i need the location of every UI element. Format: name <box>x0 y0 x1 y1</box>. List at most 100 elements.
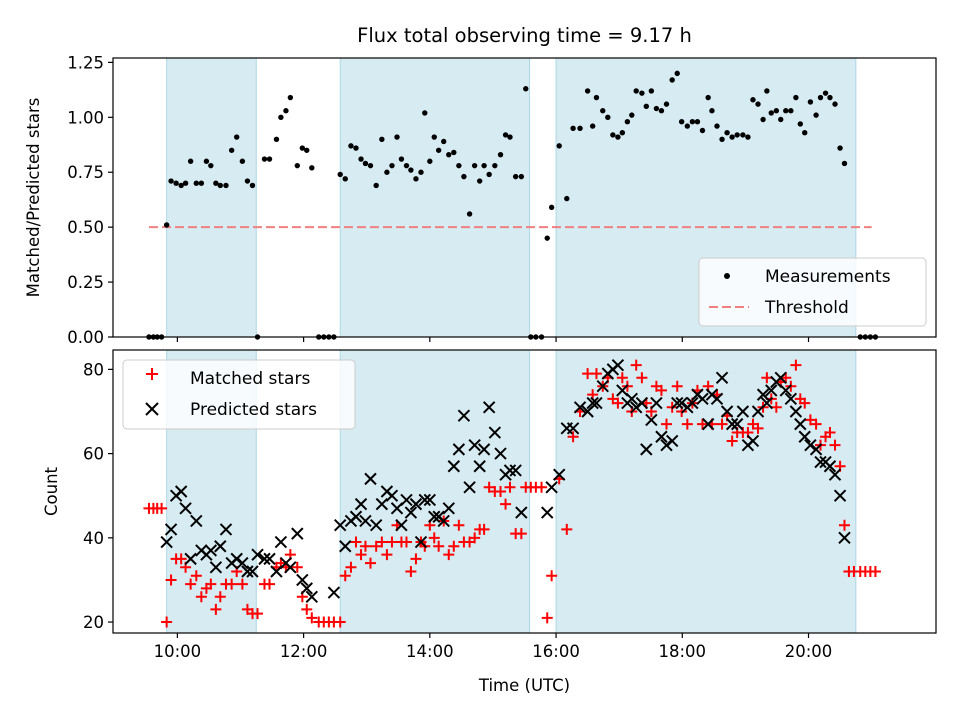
y-tick-label: 0.25 <box>67 273 104 292</box>
predicted-star-point <box>375 497 389 511</box>
measurement-point <box>203 158 210 164</box>
measurement-point <box>304 147 310 153</box>
predicted-star-point <box>160 535 173 549</box>
predicted-star-point <box>473 460 486 473</box>
measurement-point <box>793 94 799 101</box>
measurement-point <box>593 94 600 101</box>
predicted-star-point <box>794 417 807 431</box>
measurement-point <box>273 136 280 142</box>
matched-star-point <box>869 566 881 578</box>
measurement-point <box>451 149 457 156</box>
matched-star-point <box>536 481 548 493</box>
predicted-star-point <box>635 396 649 410</box>
predicted-star-point <box>503 464 517 477</box>
legend-matched-label: Matched stars <box>190 369 310 389</box>
predicted-star-point <box>611 358 625 372</box>
x-axis-label: Time (UTC) <box>478 676 570 695</box>
predicted-star-point <box>204 544 218 557</box>
matched-star-point <box>770 401 782 413</box>
predicted-star-point <box>823 460 837 473</box>
predicted-star-point <box>765 384 778 397</box>
measurement-point <box>832 101 838 107</box>
predicted-star-point <box>736 405 750 418</box>
matched-star-point <box>448 540 460 552</box>
measurement-point <box>362 160 369 167</box>
measurement-point <box>178 182 184 189</box>
predicted-star-point <box>418 493 431 507</box>
predicted-star-point <box>364 472 377 486</box>
measurement-point <box>643 103 650 110</box>
bottom-markers <box>143 358 881 628</box>
predicted-star-point <box>760 396 774 410</box>
measurement-point <box>678 119 685 125</box>
matched-star-point <box>726 435 738 447</box>
predicted-star-point <box>263 552 276 566</box>
predicted-star-point <box>725 417 739 431</box>
measurement-point <box>217 182 223 189</box>
matched-star-point <box>370 540 382 552</box>
predicted-star-point <box>284 561 297 574</box>
predicted-star-point <box>784 392 798 406</box>
measurement-point <box>694 119 701 125</box>
measurement-point <box>427 158 433 164</box>
predicted-star-point <box>291 527 304 540</box>
predicted-star-point <box>494 447 507 460</box>
legend-threshold-label: Threshold <box>764 298 849 318</box>
measurement-point <box>384 169 390 175</box>
measurement-point <box>674 70 680 77</box>
measurement-point <box>556 143 562 149</box>
measurement-point <box>807 99 814 105</box>
matched-star-point <box>252 608 264 620</box>
matched-star-point <box>190 570 202 582</box>
y-tick-label: 60 <box>83 445 104 464</box>
measurement-point <box>802 129 808 136</box>
predicted-star-point <box>251 548 264 561</box>
y-tick-label: 1.25 <box>67 53 104 72</box>
measurement-point <box>373 182 379 189</box>
predicted-star-point <box>339 540 352 553</box>
measurement-point <box>827 94 833 101</box>
predicted-star-point <box>660 438 673 452</box>
predicted-star-point <box>184 552 197 566</box>
bottom-plot-frame <box>112 349 937 634</box>
matched-star-point <box>400 536 412 548</box>
predicted-star-point <box>573 401 587 414</box>
measurement-point <box>408 167 414 173</box>
measurement-point <box>278 114 284 121</box>
matched-star-point <box>195 591 207 603</box>
predicted-star-point <box>327 586 341 599</box>
matched-star-point <box>681 418 693 430</box>
measurement-point <box>466 211 473 217</box>
matched-star-point <box>433 540 445 552</box>
predicted-star-point <box>715 371 729 385</box>
predicted-star-point <box>452 443 466 456</box>
matched-star-point <box>671 380 683 392</box>
bottom-legend-box <box>122 359 356 430</box>
measurement-point <box>187 158 194 164</box>
matched-star-point <box>453 519 465 531</box>
top-x-ticks <box>176 337 810 342</box>
predicted-star-point <box>296 573 309 587</box>
predicted-star-point <box>746 434 760 448</box>
matched-star-point <box>561 523 573 535</box>
measurement-point <box>492 162 498 169</box>
matched-star-point <box>824 427 836 439</box>
predicted-star-point <box>779 384 792 397</box>
measurement-point <box>768 110 774 116</box>
predicted-star-point <box>385 489 399 502</box>
predicted-star-point <box>236 556 249 570</box>
matched-star-point <box>345 561 357 573</box>
measurement-point <box>461 173 467 180</box>
measurement-point <box>403 162 410 169</box>
bottom-x-ticks: 10:00 12:00 14:00 16:00 18:00 20:00 <box>154 633 832 661</box>
matched-star-point <box>541 612 553 624</box>
matched-star-point <box>365 557 377 569</box>
legend-predicted-marker <box>145 402 159 416</box>
matched-star-point <box>636 372 648 384</box>
measurement-point <box>456 162 462 169</box>
predicted-star-point <box>463 481 476 494</box>
predicted-star-point <box>241 565 254 578</box>
x-tick-label: 14:00 <box>406 642 454 661</box>
measurement-point <box>523 86 529 92</box>
